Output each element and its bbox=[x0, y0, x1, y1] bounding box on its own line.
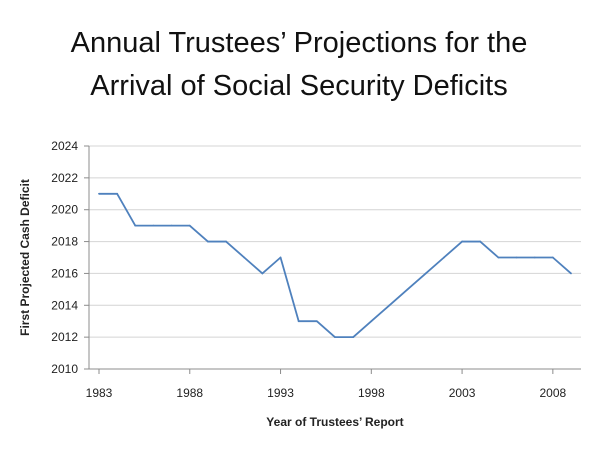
data-point bbox=[279, 256, 282, 259]
data-point bbox=[225, 240, 227, 243]
y-tick-label: 2020 bbox=[51, 203, 78, 217]
gridlines bbox=[89, 145, 581, 370]
x-tick-label: 1988 bbox=[176, 386, 203, 400]
data-point bbox=[134, 224, 137, 227]
series-line-0 bbox=[99, 192, 572, 339]
y-axis-label: First Projected Cash Deficit bbox=[18, 179, 32, 336]
data-point bbox=[188, 224, 191, 227]
data-point bbox=[370, 320, 373, 323]
x-tick-label: 2008 bbox=[539, 386, 566, 400]
y-tick-label: 2022 bbox=[51, 171, 78, 185]
data-point bbox=[551, 256, 554, 259]
x-axis-label: Year of Trustees’ Report bbox=[266, 415, 403, 429]
data-point bbox=[116, 192, 119, 195]
data-point bbox=[207, 240, 209, 243]
y-tick-label: 2016 bbox=[51, 266, 78, 280]
x-tick-label: 2003 bbox=[449, 386, 476, 400]
data-point bbox=[406, 288, 409, 291]
chart-title-line-1: Annual Trustees’ Projections for the bbox=[71, 27, 528, 59]
data-point bbox=[479, 240, 482, 243]
y-tick-label: 2010 bbox=[51, 362, 78, 376]
data-point bbox=[243, 256, 246, 259]
data-point bbox=[424, 272, 427, 275]
data-point bbox=[261, 272, 264, 275]
x-tick-label: 1983 bbox=[86, 386, 113, 400]
data-point bbox=[315, 320, 318, 323]
x-tick-label: 1993 bbox=[267, 386, 294, 400]
data-point bbox=[388, 304, 391, 307]
data-point bbox=[570, 272, 572, 275]
data-point bbox=[461, 240, 463, 243]
y-tick-label: 2014 bbox=[51, 298, 78, 312]
chart-title-line-2: Arrival of Social Security Deficits bbox=[90, 70, 507, 102]
data-point bbox=[98, 192, 100, 195]
data-point bbox=[352, 336, 355, 339]
data-point bbox=[297, 320, 300, 323]
data-point bbox=[334, 336, 336, 339]
x-tick-label: 1998 bbox=[358, 386, 385, 400]
ticks: 2010 2012 2014 2016 2018 2020 2022 2024 1983 1988… bbox=[51, 139, 566, 400]
data-point bbox=[497, 256, 500, 259]
data-point bbox=[170, 224, 173, 227]
y-tick-label: 2018 bbox=[51, 235, 78, 249]
series bbox=[98, 192, 572, 339]
data-point bbox=[152, 224, 155, 227]
axes bbox=[88, 146, 581, 370]
y-tick-label: 2012 bbox=[51, 330, 78, 344]
y-tick-label: 2024 bbox=[51, 139, 78, 153]
data-point bbox=[443, 256, 445, 259]
data-point bbox=[515, 256, 518, 259]
data-point bbox=[533, 256, 536, 259]
